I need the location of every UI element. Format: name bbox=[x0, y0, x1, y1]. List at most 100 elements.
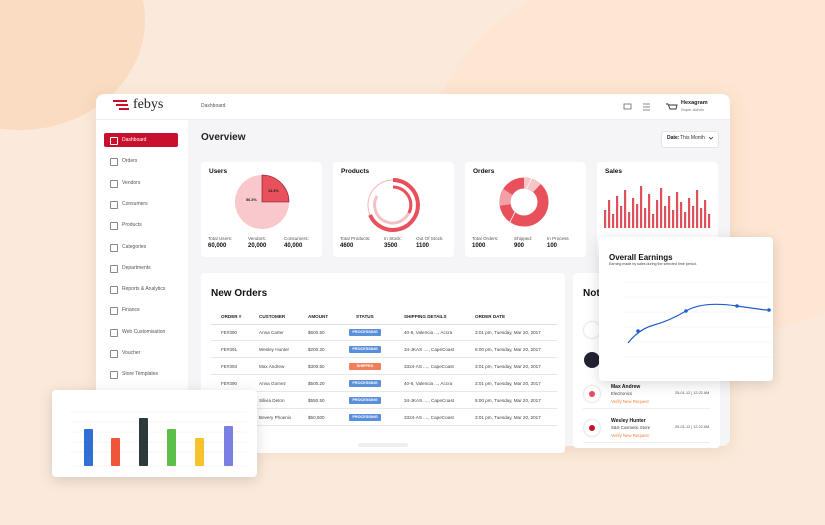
stat-label: Consumers: bbox=[284, 236, 309, 241]
notification-store: S&S Cosmetic Store bbox=[611, 424, 651, 430]
cell: $200.20 bbox=[308, 347, 325, 352]
notification-divider bbox=[583, 408, 710, 409]
notification-action[interactable]: Verify New Request bbox=[611, 399, 649, 404]
status-badge: PROCESSING bbox=[349, 380, 381, 387]
menu-icon bbox=[110, 222, 118, 231]
menu-item[interactable]: Store Templates bbox=[122, 371, 159, 378]
cell: FE#390 bbox=[221, 381, 238, 386]
avatar bbox=[584, 352, 600, 368]
logo: febys bbox=[133, 97, 164, 112]
column-header: AMOUNT bbox=[308, 314, 329, 319]
stat-value: 4600 bbox=[340, 243, 354, 249]
card-title: Users bbox=[209, 168, 228, 175]
row-divider bbox=[211, 408, 557, 409]
cell: 40-8, Valencia ..., Accra bbox=[404, 330, 453, 335]
header-divider bbox=[96, 119, 730, 120]
pager bbox=[358, 443, 408, 447]
cell: Max Andrew bbox=[259, 364, 285, 369]
menu-item[interactable]: Finance bbox=[122, 307, 140, 314]
stat-label: Shipped: bbox=[514, 236, 533, 241]
menu-item[interactable]: Departments bbox=[122, 264, 151, 271]
notification-store: Electronics bbox=[611, 390, 633, 396]
status: PROCESSING bbox=[352, 380, 378, 385]
cell: $500.20 bbox=[308, 381, 325, 386]
user-role: Super Admin bbox=[681, 107, 704, 112]
cell: 3324-AS ...., CapeCoast bbox=[404, 364, 454, 369]
column-header: CUSTOMER bbox=[259, 314, 286, 319]
stat-label: Total Orders: bbox=[472, 236, 499, 241]
menu-item[interactable]: Dashboard bbox=[122, 137, 147, 143]
card-title: Products bbox=[341, 168, 370, 175]
menu-icon bbox=[110, 179, 118, 188]
menu-item[interactable]: Products bbox=[122, 222, 142, 229]
menu-icon bbox=[110, 158, 118, 167]
notification-time: 25-01-12 | 12:22 AM bbox=[675, 425, 710, 429]
overview-title: Overview bbox=[201, 132, 246, 143]
menu-icon bbox=[110, 350, 118, 358]
header-icons bbox=[623, 103, 678, 111]
status: PROCESSING bbox=[352, 329, 378, 334]
avatar bbox=[584, 322, 600, 338]
menu-icon bbox=[110, 328, 118, 337]
cell: 5:00 pm, Tuesday, Mar 20, 2017 bbox=[475, 398, 541, 403]
stat-value: 1000 bbox=[472, 243, 486, 249]
stat-value: 60,000 bbox=[208, 243, 227, 249]
menu-active[interactable] bbox=[104, 133, 178, 147]
cell: Anna Gomez bbox=[259, 381, 286, 386]
menu-item[interactable]: Reports & Analytics bbox=[122, 286, 166, 293]
header-divider bbox=[211, 324, 557, 325]
menu-item[interactable]: Voucher bbox=[122, 350, 141, 356]
notification-action[interactable]: Verify New Request bbox=[611, 433, 649, 438]
cell: 3:01 pm, Tuesday, Mar 20, 2017 bbox=[475, 381, 541, 386]
menu-icon bbox=[110, 307, 118, 316]
menu-icon bbox=[110, 286, 118, 295]
status-badge: SHIPPED bbox=[349, 363, 381, 370]
status: PROCESSING bbox=[352, 414, 378, 419]
menu-item[interactable]: Orders bbox=[122, 158, 138, 165]
row-divider bbox=[211, 374, 557, 375]
stat-value: 100 bbox=[547, 243, 558, 249]
menu-icon bbox=[110, 200, 118, 209]
row-divider bbox=[211, 425, 557, 426]
status-badge: PROCESSING bbox=[349, 346, 381, 353]
cell: Silivia Deton bbox=[259, 398, 285, 403]
cell: 3:01 pm, Tuesday, Mar 20, 2017 bbox=[475, 330, 541, 335]
dropdown-arrow bbox=[708, 136, 714, 140]
stat-value: 20,000 bbox=[248, 243, 267, 249]
menu-item[interactable]: Vendors bbox=[122, 179, 141, 186]
earnings-chart bbox=[622, 281, 771, 358]
breadcrumb[interactable]: Dashboard bbox=[201, 103, 226, 109]
date-dropdown[interactable] bbox=[661, 131, 719, 148]
stat-card bbox=[333, 162, 454, 257]
card-title: Orders bbox=[473, 168, 495, 175]
column-header: ORDER # bbox=[221, 314, 242, 319]
stat-value: 40,000 bbox=[284, 243, 303, 249]
cell: 40-8, Valencia ..., Accra bbox=[404, 381, 453, 386]
row-divider bbox=[211, 357, 557, 358]
menu-item[interactable]: Categories bbox=[122, 243, 147, 250]
earnings-title: Overall Earnings bbox=[609, 253, 673, 262]
date-value: This Month bbox=[680, 135, 705, 141]
cell: $600.50 bbox=[308, 330, 325, 335]
date-label: Date: bbox=[667, 135, 680, 141]
status-badge: PROCESSING bbox=[349, 329, 381, 336]
user-name[interactable]: Hexagram bbox=[681, 100, 708, 106]
menu-item[interactable]: Consumers bbox=[122, 200, 148, 207]
menu-icon bbox=[110, 243, 118, 252]
slice-label: 13.3% bbox=[268, 189, 279, 193]
stat-label: Total Users: bbox=[208, 236, 233, 241]
slice-label: 56.3% bbox=[246, 198, 257, 202]
cell: 3:01 pm, Tuesday, Mar 20, 2017 bbox=[475, 415, 541, 420]
stat-value: 3500 bbox=[384, 243, 398, 249]
bar-chart bbox=[70, 411, 247, 467]
status-badge: PROCESSING bbox=[349, 414, 381, 421]
status: SHIPPED bbox=[356, 363, 374, 368]
menu-item[interactable]: Web Customisation bbox=[122, 328, 166, 335]
orders-panel bbox=[201, 273, 565, 453]
menu-icon bbox=[110, 137, 118, 145]
status: PROCESSING bbox=[352, 346, 378, 351]
cell: 34-JKAS ...., CapeCoast bbox=[404, 398, 455, 403]
notification-time: 25-01-12 | 12:22 AM bbox=[675, 391, 710, 395]
cell: $550.50 bbox=[308, 398, 325, 403]
